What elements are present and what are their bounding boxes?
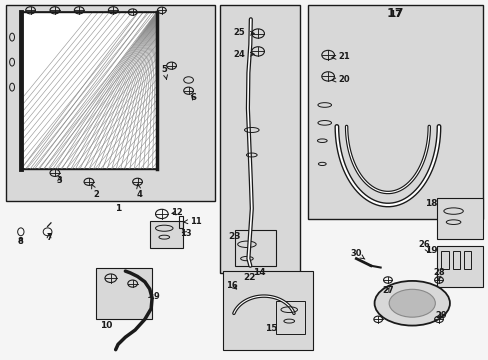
- Bar: [276, 301, 305, 334]
- Text: 24: 24: [233, 50, 254, 59]
- Text: 27: 27: [381, 285, 393, 294]
- Text: 21: 21: [331, 52, 349, 61]
- Text: 23: 23: [228, 232, 241, 241]
- Text: 13: 13: [180, 229, 192, 238]
- Text: 26: 26: [418, 240, 429, 252]
- Bar: [307, 5, 482, 219]
- Text: 28: 28: [432, 268, 444, 280]
- Bar: [21, 12, 157, 169]
- Text: 2: 2: [91, 184, 99, 199]
- Text: 7: 7: [46, 233, 52, 242]
- Text: 10: 10: [100, 321, 112, 330]
- Text: 17: 17: [388, 10, 401, 19]
- Text: 8: 8: [18, 237, 23, 246]
- Bar: [463, 251, 470, 269]
- Text: 9: 9: [148, 292, 160, 301]
- Text: 14: 14: [252, 268, 265, 277]
- Text: 22: 22: [243, 273, 255, 282]
- Text: 5: 5: [161, 65, 167, 79]
- Text: 17: 17: [386, 8, 403, 21]
- Text: 12: 12: [170, 208, 182, 217]
- Text: 29: 29: [435, 311, 447, 320]
- Bar: [220, 5, 300, 273]
- Bar: [149, 221, 183, 248]
- Text: 18: 18: [425, 199, 437, 208]
- Text: 20: 20: [331, 75, 349, 84]
- Text: 25: 25: [233, 28, 254, 37]
- Text: 30: 30: [350, 249, 364, 259]
- Bar: [96, 267, 152, 319]
- Text: 6: 6: [190, 93, 196, 102]
- Bar: [436, 198, 482, 239]
- Text: 4: 4: [137, 184, 142, 199]
- Text: 16: 16: [226, 281, 238, 290]
- Text: 15: 15: [264, 324, 277, 333]
- Bar: [6, 5, 215, 202]
- Text: 3: 3: [57, 176, 62, 185]
- Ellipse shape: [374, 281, 449, 325]
- Ellipse shape: [388, 289, 434, 317]
- Bar: [452, 251, 459, 269]
- Text: 11: 11: [183, 217, 202, 226]
- Bar: [222, 271, 312, 350]
- Text: 19: 19: [425, 246, 437, 255]
- Bar: [234, 230, 276, 266]
- Bar: [441, 251, 448, 269]
- Text: 1: 1: [115, 204, 121, 213]
- Bar: [436, 246, 482, 287]
- Bar: [179, 216, 183, 228]
